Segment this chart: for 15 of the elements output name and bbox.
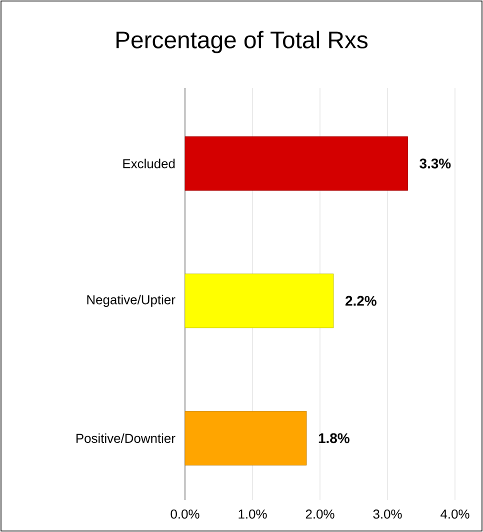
data-label: 2.2%: [346, 296, 376, 306]
y-tick-label: Excluded: [123, 158, 175, 168]
bar: [184, 136, 408, 191]
x-tick-label: 3.0%: [373, 510, 402, 519]
y-tick-label: Positive/Downtier: [76, 433, 176, 443]
x-tick-label: 0.0%: [170, 510, 200, 519]
bar: [184, 411, 307, 466]
x-tick-label: 4.0%: [440, 510, 470, 519]
x-tick-label: 1.0%: [238, 510, 267, 519]
y-tick-label: Negative/Uptier: [87, 294, 176, 307]
x-tick-label: 2.0%: [306, 510, 334, 519]
chart-title: Percentage of Total Rxs: [116, 30, 368, 54]
bar: [184, 274, 334, 328]
data-label: 3.3%: [420, 158, 451, 168]
data-label: 1.8%: [318, 433, 350, 444]
